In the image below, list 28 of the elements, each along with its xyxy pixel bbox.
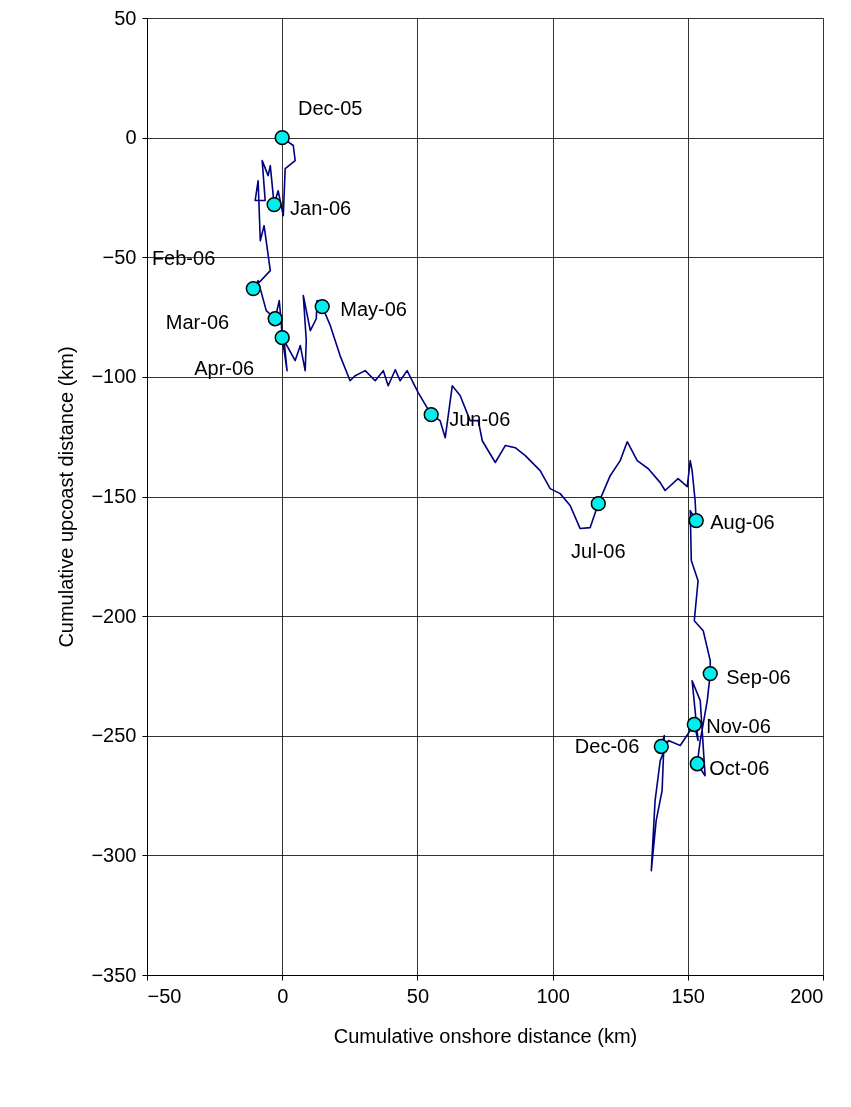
annotation: Apr-06 xyxy=(194,356,255,379)
y-tick-label: −250 xyxy=(91,724,137,747)
annotation: Dec-05 xyxy=(297,96,363,119)
x-tick-label: 150 xyxy=(671,984,705,1007)
annotation: Aug-06 xyxy=(710,510,775,533)
y-axis-title: Cumulative upcoast distance (km) xyxy=(55,346,78,648)
y-tick-label: −150 xyxy=(91,485,137,507)
y-tick-label: −350 xyxy=(91,963,137,986)
y-tick-label: −300 xyxy=(91,843,137,866)
x-tick-label: 0 xyxy=(277,984,289,1007)
y-tick-label: −50 xyxy=(102,245,137,268)
annotation: Nov-06 xyxy=(706,714,771,737)
y-tick-label: −200 xyxy=(91,604,137,627)
x-tick-label: 100 xyxy=(536,984,570,1007)
annotation: Oct-06 xyxy=(709,756,770,779)
x-tick-label: −50 xyxy=(147,984,182,1007)
annotation: Dec-06 xyxy=(574,734,640,757)
y-tick-label: 0 xyxy=(125,126,137,149)
annotation: Jul-06 xyxy=(571,539,626,562)
annotation: Sep-06 xyxy=(726,665,791,688)
annotation: Mar-06 xyxy=(165,310,230,333)
y-tick-label: −100 xyxy=(91,365,137,388)
annotation: May-06 xyxy=(340,297,407,320)
x-tick-label: 50 xyxy=(406,984,430,1007)
x-axis-title: Cumulative onshore distance (km) xyxy=(333,1024,638,1047)
annotation: Jan-06 xyxy=(290,196,352,219)
x-tick-label: 200 xyxy=(790,984,824,1007)
y-tick-label: 50 xyxy=(114,6,137,29)
